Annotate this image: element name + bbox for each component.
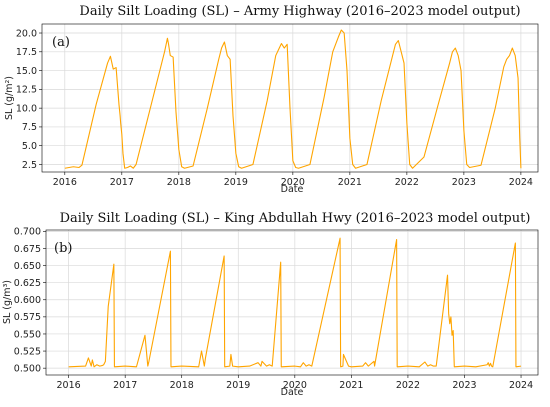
y-tick-label: 0.625 (14, 278, 41, 289)
series-line-a (64, 29, 522, 169)
y-tick-label: 0.650 (14, 261, 41, 272)
y-axis-label-a: SL (g/m²) (4, 76, 15, 120)
y-tick-label: 0.700 (14, 227, 41, 238)
x-tick-label: 2023 (452, 177, 476, 188)
y-tick-label: 12.5 (16, 85, 37, 96)
x-tick-label: 2018 (170, 380, 194, 391)
x-tick-label: 2016 (53, 177, 77, 188)
x-tick-label: 2022 (396, 380, 420, 391)
y-axis-b: 0.500 0.525 0.550 0.575 0.600 0.625 0.650 0.675… (14, 227, 46, 374)
x-tick-label: 2020 (283, 380, 307, 391)
y-tick-label: 15.0 (16, 66, 37, 77)
chart-panel-a: Daily Silt Loading (SL) – Army Highway (… (4, 4, 539, 195)
y-tick-label: 17.5 (16, 47, 37, 58)
chart-title-b: Daily Silt Loading (SL) – King Abdullah … (60, 211, 531, 226)
y-tick-label: 0.525 (14, 346, 41, 357)
x-tick-label: 2021 (339, 380, 363, 391)
x-axis-b: 2016 2017 2018 2019 2020 2021 2022 2023 2024 (57, 375, 533, 391)
x-tick-label: 2020 (281, 177, 305, 188)
panel-label-b: (b) (54, 241, 72, 256)
x-axis-a: 2016 2017 2018 2019 2020 2021 2022 2023 2024 (53, 172, 533, 188)
x-tick-label: 2018 (167, 177, 191, 188)
y-axis-label-b: SL (g/m³) (2, 280, 13, 324)
grid-b (46, 230, 538, 375)
y-tick-label: 5.0 (22, 141, 37, 152)
y-tick-label: 0.500 (14, 363, 41, 374)
y-tick-label: 20.0 (16, 28, 37, 39)
x-tick-label: 2016 (57, 380, 81, 391)
chart-title-a: Daily Silt Loading (SL) – Army Highway (… (79, 4, 520, 19)
x-tick-label: 2024 (509, 177, 533, 188)
x-tick-label: 2022 (395, 177, 419, 188)
y-tick-label: 0.550 (14, 329, 41, 340)
chart-panel-b: Daily Silt Loading (SL) – King Abdullah … (2, 211, 539, 398)
panel-label-a: (a) (52, 35, 70, 50)
grid-a (42, 24, 538, 172)
plot-frame-a (41, 23, 539, 173)
x-axis-label-a: Date (281, 184, 304, 195)
x-tick-label: 2023 (452, 380, 476, 391)
x-tick-label: 2017 (110, 177, 134, 188)
x-tick-label: 2021 (338, 177, 362, 188)
y-tick-label: 7.5 (22, 122, 37, 133)
y-tick-label: 10.0 (16, 103, 37, 114)
x-tick-label: 2019 (226, 380, 250, 391)
x-axis-label-b: Date (281, 387, 304, 398)
x-tick-label: 2019 (224, 177, 248, 188)
y-axis-a: 2.5 5.0 7.5 10.0 12.5 15.0 17.5 20.0 (16, 28, 42, 171)
x-tick-label: 2024 (509, 380, 533, 391)
y-tick-label: 0.675 (14, 244, 41, 255)
y-tick-label: 2.5 (22, 160, 37, 171)
y-tick-label: 0.600 (14, 295, 41, 306)
series-line-b (68, 237, 522, 368)
plot-frame-b (45, 229, 539, 376)
y-tick-label: 0.575 (14, 312, 41, 323)
x-tick-label: 2017 (113, 380, 137, 391)
